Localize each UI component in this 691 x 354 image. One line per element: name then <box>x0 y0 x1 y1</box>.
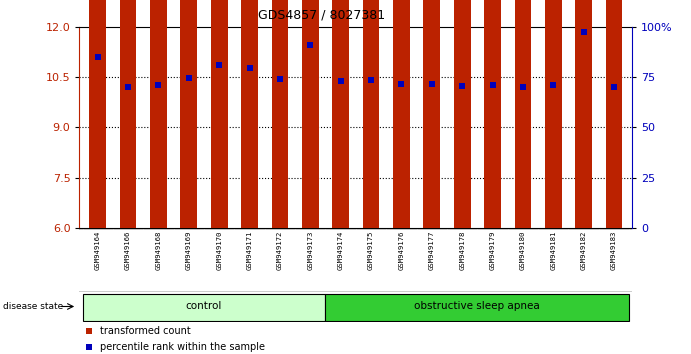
Bar <box>606 0 623 228</box>
Bar <box>180 0 197 228</box>
Point <box>578 29 589 34</box>
Point <box>457 84 468 89</box>
Text: GSM949182: GSM949182 <box>580 230 587 270</box>
Text: GDS4857 / 8027381: GDS4857 / 8027381 <box>258 9 385 22</box>
Bar <box>82 293 325 321</box>
Text: GSM949178: GSM949178 <box>460 230 465 270</box>
Bar <box>454 181 471 228</box>
Bar <box>424 178 440 228</box>
Bar <box>89 0 106 228</box>
Point <box>396 81 407 87</box>
Point <box>518 84 529 90</box>
Text: disease state: disease state <box>3 302 64 311</box>
Text: GSM949168: GSM949168 <box>155 230 162 270</box>
Point <box>366 77 377 82</box>
Text: transformed count: transformed count <box>100 326 191 336</box>
Text: GSM949180: GSM949180 <box>520 230 526 270</box>
Bar <box>545 178 562 228</box>
Bar <box>272 0 288 228</box>
Bar <box>241 0 258 228</box>
Text: GSM949173: GSM949173 <box>307 230 313 270</box>
Bar <box>393 178 410 228</box>
Text: GSM949174: GSM949174 <box>338 230 343 270</box>
Bar <box>332 0 349 228</box>
Text: GSM949164: GSM949164 <box>95 230 101 270</box>
Text: control: control <box>186 302 223 312</box>
Text: GSM949166: GSM949166 <box>125 230 131 270</box>
Text: GSM949183: GSM949183 <box>611 230 617 270</box>
Text: GSM949177: GSM949177 <box>429 230 435 270</box>
Bar <box>272 171 288 228</box>
Point <box>244 65 255 70</box>
Point <box>274 76 285 82</box>
Bar <box>89 134 106 228</box>
Bar <box>150 178 167 228</box>
Point <box>487 82 498 88</box>
Text: GSM949175: GSM949175 <box>368 230 374 270</box>
Point <box>183 75 194 80</box>
Point <box>153 82 164 88</box>
Point <box>92 54 103 59</box>
Bar <box>241 144 258 228</box>
Bar <box>180 161 197 228</box>
Bar <box>363 168 379 228</box>
Text: GSM949169: GSM949169 <box>186 230 192 270</box>
Bar <box>515 0 531 228</box>
Point <box>84 344 95 350</box>
Bar <box>484 0 501 228</box>
Text: GSM949172: GSM949172 <box>277 230 283 270</box>
Bar <box>576 84 592 228</box>
Point <box>305 42 316 48</box>
Point <box>548 82 559 87</box>
Point <box>214 62 225 68</box>
Bar <box>211 141 227 228</box>
Bar <box>211 0 227 228</box>
Point <box>426 81 437 86</box>
Point <box>335 78 346 84</box>
Text: GSM949170: GSM949170 <box>216 230 223 270</box>
Bar <box>424 0 440 228</box>
Point <box>84 328 95 334</box>
Bar <box>363 0 379 228</box>
Bar <box>332 178 349 228</box>
Bar <box>302 0 319 228</box>
Bar <box>325 293 630 321</box>
Text: GSM949171: GSM949171 <box>247 230 252 270</box>
Point <box>122 84 133 90</box>
Bar <box>545 0 562 228</box>
Bar <box>515 178 531 228</box>
Text: percentile rank within the sample: percentile rank within the sample <box>100 342 265 352</box>
Point <box>609 84 620 90</box>
Bar <box>393 0 410 228</box>
Bar <box>454 0 471 228</box>
Text: GSM949179: GSM949179 <box>489 230 495 270</box>
Bar <box>120 181 136 228</box>
Bar <box>484 178 501 228</box>
Text: GSM949181: GSM949181 <box>550 230 556 270</box>
Text: obstructive sleep apnea: obstructive sleep apnea <box>415 302 540 312</box>
Bar <box>606 185 623 228</box>
Bar <box>150 0 167 228</box>
Bar <box>120 0 136 228</box>
Bar <box>302 127 319 228</box>
Text: GSM949176: GSM949176 <box>399 230 404 270</box>
Bar <box>576 0 592 228</box>
